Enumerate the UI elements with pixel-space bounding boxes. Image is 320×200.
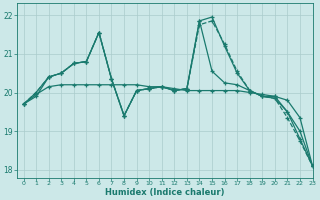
X-axis label: Humidex (Indice chaleur): Humidex (Indice chaleur): [105, 188, 225, 197]
